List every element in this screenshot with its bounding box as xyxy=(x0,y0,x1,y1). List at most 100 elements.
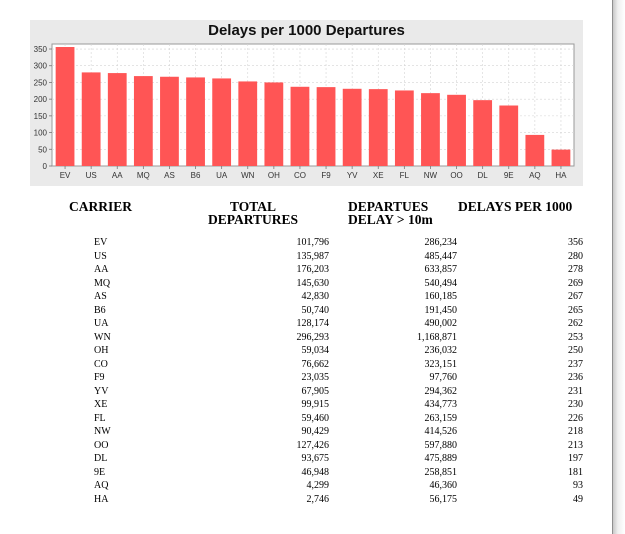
x-tick-label: AS xyxy=(164,171,175,180)
bar-aa xyxy=(107,73,127,166)
delays-per-1000-cell: 236 xyxy=(568,372,583,383)
delayed-departures-cell: 286,234 xyxy=(424,237,458,248)
table-row: DL 93,675 475,889 197 xyxy=(0,452,613,466)
carrier-cell: AS xyxy=(94,291,107,302)
bar-co xyxy=(290,86,310,166)
x-tick-label: FL xyxy=(400,171,410,180)
delays-per-1000-cell: 218 xyxy=(568,426,583,437)
table-row: AA 176,203 633,857 278 xyxy=(0,263,613,277)
total-departures-cell: 93,675 xyxy=(301,453,330,464)
carrier-cell: EV xyxy=(94,237,108,248)
carrier-cell: 9E xyxy=(94,466,106,478)
bar-9e xyxy=(499,105,519,166)
delayed-departures-cell: 236,032 xyxy=(424,345,458,356)
bar-dl xyxy=(473,100,493,166)
delays-per-1000-cell: 265 xyxy=(568,304,583,316)
delays-per-1000-cell: 49 xyxy=(573,493,583,505)
table-row: UA 128,174 490,002 262 xyxy=(0,317,613,331)
table-row: YV 67,905 294,362 231 xyxy=(0,385,613,399)
delays-per-1000-cell: 280 xyxy=(568,250,583,262)
total-departures-cell: 42,830 xyxy=(301,291,330,302)
delays-per-1000-cell: 278 xyxy=(568,264,583,275)
x-tick-label: B6 xyxy=(191,171,201,180)
total-departures-cell: 99,915 xyxy=(301,399,330,410)
total-departures-cell: 76,662 xyxy=(301,358,330,370)
bar-b6 xyxy=(186,77,205,166)
delayed-departures-cell: 434,773 xyxy=(424,399,458,410)
total-departures-cell: 23,035 xyxy=(301,372,330,383)
bar-f9 xyxy=(316,87,336,166)
chart-panel: Delays per 1000 Departures 0 50 100 150 200 2… xyxy=(30,20,583,186)
total-departures-cell: 46,948 xyxy=(301,466,330,478)
plot-area xyxy=(51,43,575,167)
x-tick-label: WN xyxy=(241,171,255,180)
bar-oo xyxy=(447,94,466,166)
carrier-cell: NW xyxy=(94,426,111,437)
delays-per-1000-cell: 262 xyxy=(568,318,583,329)
delayed-departures-cell: 490,002 xyxy=(424,318,458,329)
table-row: WN 296,293 1,168,871 253 xyxy=(0,331,613,345)
bar-nw xyxy=(421,93,440,166)
delayed-departures-cell: 191,450 xyxy=(424,304,458,316)
table-row: NW 90,429 414,526 218 xyxy=(0,425,613,439)
table-row: CO 76,662 323,151 237 xyxy=(0,358,613,372)
delays-per-1000-cell: 231 xyxy=(568,385,583,397)
x-tick-label: YV xyxy=(347,171,358,180)
x-tick-label: DL xyxy=(478,171,489,180)
total-departures-cell: 101,796 xyxy=(296,237,330,248)
table-row: B6 50,740 191,450 265 xyxy=(0,304,613,318)
total-departures-cell: 176,203 xyxy=(296,264,330,275)
delayed-departures-cell: 97,760 xyxy=(429,372,458,383)
total-departures-cell: 135,987 xyxy=(296,250,330,262)
delayed-departures-cell: 323,151 xyxy=(424,358,458,370)
delays-per-1000-cell: 93 xyxy=(573,480,583,491)
y-tick-label: 200 xyxy=(34,95,48,104)
table-row: EV 101,796 286,234 356 xyxy=(0,236,613,250)
carrier-cell: OO xyxy=(94,439,109,451)
carrier-cell: US xyxy=(94,250,107,262)
x-tick-label: XE xyxy=(373,171,384,180)
bar-xe xyxy=(368,89,388,166)
x-tick-label: US xyxy=(86,171,97,180)
total-departures-cell: 59,034 xyxy=(301,345,330,356)
bar-aq xyxy=(525,134,545,166)
delayed-departures-cell: 475,889 xyxy=(424,453,458,464)
carrier-cell: HA xyxy=(94,493,109,505)
table-row: US 135,987 485,447 280 xyxy=(0,250,613,264)
delayed-departures-cell: 597,880 xyxy=(424,439,458,451)
delays-per-1000-cell: 356 xyxy=(568,237,583,248)
chart-title: Delays per 1000 Departures xyxy=(208,22,405,39)
x-tick-label: CO xyxy=(294,171,306,180)
delayed-departures-cell: 414,526 xyxy=(424,426,458,437)
carrier-cell: F9 xyxy=(94,372,105,383)
delays-per-1000-cell: 237 xyxy=(568,358,583,370)
delays-per-1000-cell: 269 xyxy=(568,277,583,289)
bar-wn xyxy=(238,81,258,166)
bar-mq xyxy=(133,76,153,166)
total-departures-cell: 296,293 xyxy=(296,331,330,343)
delays-per-1000-cell: 213 xyxy=(568,439,583,451)
x-tick-label: HA xyxy=(555,171,567,180)
carrier-cell: YV xyxy=(94,385,109,397)
table-row: OH 59,034 236,032 250 xyxy=(0,344,613,358)
table-header: CARRIER TOTAL DEPARTURES DEPARTUES DELAY… xyxy=(0,200,613,232)
table-row: HA 2,746 56,175 49 xyxy=(0,493,613,507)
delayed-departures-cell: 1,168,871 xyxy=(417,331,457,343)
bar-fl xyxy=(394,90,414,166)
x-tick-label: F9 xyxy=(321,171,331,180)
x-tick-label: 9E xyxy=(504,171,514,180)
carrier-cell: B6 xyxy=(94,304,106,316)
delays-per-1000-cell: 267 xyxy=(568,291,583,302)
header-total-departures: TOTAL DEPARTURES xyxy=(208,199,299,227)
total-departures-cell: 50,740 xyxy=(301,304,330,316)
delays-per-1000-cell: 230 xyxy=(568,399,583,410)
header-delays-per-1000: DELAYS PER 1000 xyxy=(458,199,573,214)
delayed-departures-cell: 56,175 xyxy=(429,493,458,505)
bar-oh xyxy=(264,82,284,166)
delayed-departures-cell: 540,494 xyxy=(424,277,458,289)
delays-per-1000-cell: 226 xyxy=(568,412,583,424)
bar-ev xyxy=(55,47,75,166)
y-tick-label: 50 xyxy=(38,145,47,154)
total-departures-cell: 67,905 xyxy=(301,385,330,397)
